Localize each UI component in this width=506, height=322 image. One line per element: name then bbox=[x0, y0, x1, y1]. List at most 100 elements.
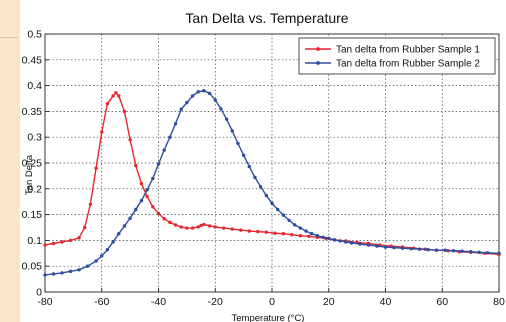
y-tick-label: 0.25 bbox=[22, 158, 43, 170]
data-point bbox=[145, 194, 149, 199]
x-tick-label: 80 bbox=[493, 296, 505, 308]
data-point bbox=[298, 226, 303, 230]
data-point bbox=[111, 94, 115, 98]
data-point bbox=[68, 238, 73, 243]
data-point bbox=[43, 273, 47, 277]
data-point bbox=[349, 241, 354, 245]
data-point bbox=[156, 162, 161, 166]
data-point bbox=[264, 230, 269, 234]
data-point bbox=[270, 201, 274, 205]
data-point bbox=[43, 243, 47, 247]
data-point bbox=[327, 236, 331, 241]
data-point bbox=[202, 222, 206, 227]
data-point bbox=[321, 235, 325, 240]
data-point bbox=[460, 249, 464, 253]
y-tick-label: 0.1 bbox=[27, 235, 42, 247]
data-point bbox=[256, 229, 260, 234]
data-point bbox=[185, 226, 189, 230]
data-point bbox=[230, 227, 234, 231]
data-point bbox=[139, 181, 144, 186]
data-point bbox=[196, 90, 200, 94]
data-point bbox=[134, 207, 138, 212]
data-point bbox=[375, 244, 379, 248]
data-point bbox=[94, 166, 98, 170]
data-point bbox=[162, 148, 166, 152]
y-tick-label: 0.3 bbox=[27, 132, 42, 144]
data-point bbox=[85, 264, 90, 268]
data-point bbox=[258, 185, 263, 189]
data-point bbox=[213, 98, 217, 102]
series-2 bbox=[43, 89, 501, 277]
y-axis-label: Tan Delta bbox=[24, 154, 35, 195]
x-tick-label: -40 bbox=[151, 296, 166, 308]
y-tick-label: 0.2 bbox=[27, 183, 42, 195]
data-point bbox=[60, 271, 64, 275]
data-point bbox=[338, 239, 342, 243]
y-tick-label: 0.4 bbox=[27, 80, 42, 92]
data-point bbox=[179, 107, 183, 112]
data-point bbox=[344, 240, 348, 244]
y-tick-label: 0.05 bbox=[22, 261, 43, 273]
data-point bbox=[77, 268, 81, 272]
data-point bbox=[281, 213, 286, 217]
data-point bbox=[202, 89, 206, 93]
data-point bbox=[219, 107, 223, 111]
data-point bbox=[173, 223, 178, 227]
data-point bbox=[290, 233, 294, 237]
data-point bbox=[307, 234, 311, 238]
data-point bbox=[100, 254, 104, 258]
data-point bbox=[94, 259, 98, 263]
data-point bbox=[310, 231, 314, 236]
data-point bbox=[264, 193, 269, 198]
data-point bbox=[122, 224, 127, 228]
legend-label: Tan delta from Rubber Sample 2 bbox=[336, 59, 480, 70]
data-point bbox=[293, 223, 297, 227]
data-point bbox=[156, 211, 161, 216]
data-point bbox=[117, 231, 121, 236]
data-point bbox=[383, 245, 388, 249]
data-point bbox=[315, 234, 320, 238]
data-point bbox=[273, 231, 277, 235]
data-point bbox=[68, 269, 73, 274]
data-point bbox=[358, 242, 362, 246]
background-accent-line bbox=[0, 37, 18, 38]
data-point bbox=[298, 234, 303, 238]
data-point bbox=[477, 250, 481, 254]
y-tick-label: 0.35 bbox=[22, 106, 43, 118]
data-point bbox=[114, 91, 118, 95]
data-point bbox=[128, 138, 132, 142]
data-point bbox=[468, 250, 473, 254]
data-point bbox=[145, 188, 149, 192]
data-point bbox=[207, 224, 212, 228]
data-point bbox=[100, 130, 104, 134]
legend-box bbox=[298, 37, 496, 75]
data-point bbox=[281, 231, 286, 236]
x-tick-label: 60 bbox=[436, 296, 448, 308]
data-point bbox=[224, 117, 229, 121]
data-point bbox=[366, 243, 371, 247]
data-point bbox=[275, 207, 280, 212]
data-point bbox=[426, 247, 430, 252]
data-point bbox=[88, 202, 93, 206]
data-point bbox=[185, 100, 189, 105]
data-point bbox=[190, 94, 195, 98]
data-point bbox=[253, 175, 257, 180]
data-point bbox=[139, 198, 144, 203]
data-point bbox=[287, 218, 291, 222]
chart-figure: Tan Delta vs. Temperature -80 -60 -40 -20 0 2… bbox=[20, 0, 506, 322]
data-point bbox=[199, 223, 203, 228]
data-point bbox=[304, 229, 308, 233]
legend-label: Tan delta from Rubber Sample 1 bbox=[336, 45, 480, 56]
data-point bbox=[179, 225, 183, 229]
data-point bbox=[151, 205, 155, 209]
data-point bbox=[213, 225, 217, 229]
y-tick-label: 0.5 bbox=[27, 29, 42, 41]
legend-marker bbox=[316, 61, 320, 65]
data-point bbox=[332, 238, 337, 242]
data-point bbox=[168, 135, 172, 139]
x-tick-label: -20 bbox=[208, 296, 223, 308]
data-point bbox=[241, 153, 246, 157]
x-tick-label: 0 bbox=[269, 296, 275, 308]
data-point bbox=[207, 91, 212, 96]
data-point bbox=[117, 94, 121, 98]
